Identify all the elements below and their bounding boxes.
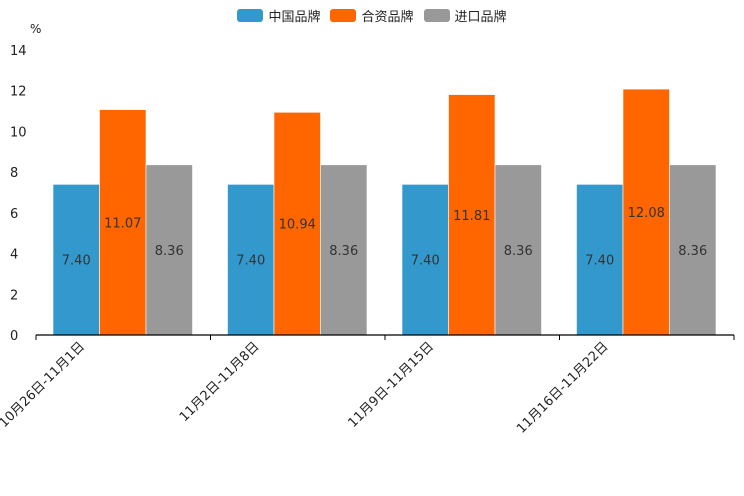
bar[interactable]	[273, 111, 321, 336]
bar[interactable]	[145, 164, 193, 336]
bar-value-label: 8.36	[504, 244, 533, 259]
x-tick-label: 11月2日-11月8日	[177, 339, 263, 425]
legend-label-import-brand: 进口品牌	[454, 10, 507, 25]
y-tick-label: 8	[10, 166, 18, 181]
bar-value-label: 7.40	[585, 254, 614, 269]
bar-value-label: 11.81	[453, 209, 490, 224]
bar[interactable]	[99, 109, 147, 336]
x-tick-label: 11月9日-11月15日	[345, 339, 437, 431]
bar[interactable]	[622, 88, 670, 336]
y-tick-label: 10	[10, 125, 27, 140]
bar-value-label: 12.08	[628, 206, 665, 221]
bar[interactable]	[669, 164, 717, 336]
y-tick-label: 2	[10, 288, 18, 303]
legend-item-china-brand[interactable]: 中国品牌	[237, 6, 320, 25]
legend-swatch-joint-venture-brand	[330, 9, 357, 22]
legend-item-import-brand[interactable]: 进口品牌	[423, 6, 507, 25]
legend-label-china-brand: 中国品牌	[268, 10, 321, 25]
chart-legend: 中国品牌 合资品牌 进口品牌	[0, 6, 744, 25]
legend-item-joint-venture-brand[interactable]: 合资品牌	[330, 6, 414, 25]
bar[interactable]	[576, 184, 624, 336]
y-tick-label: 14	[10, 44, 27, 59]
legend-swatch-import-brand	[423, 9, 450, 22]
bar-value-label: 7.40	[411, 254, 440, 269]
bar-value-label: 11.07	[104, 216, 141, 231]
bar-value-label: 10.94	[279, 218, 316, 233]
bar[interactable]	[401, 184, 449, 336]
legend-swatch-china-brand	[237, 9, 264, 22]
y-tick-label: 6	[10, 207, 18, 222]
bar-value-label: 7.40	[62, 254, 91, 269]
y-tick-label: 4	[10, 248, 18, 263]
bar[interactable]	[494, 164, 542, 336]
bar[interactable]	[320, 164, 368, 336]
bar[interactable]	[227, 184, 275, 336]
y-tick-label: 12	[10, 85, 27, 100]
x-tick-label: 11月16日-11月22日	[514, 339, 611, 436]
bar-value-label: 7.40	[236, 254, 265, 269]
x-tick-label: 10月26日-11月1日	[0, 339, 88, 431]
bar-value-label: 8.36	[155, 244, 184, 259]
y-axis-unit-label: %	[30, 22, 42, 36]
bar-value-label: 8.36	[329, 244, 358, 259]
bar-value-label: 8.36	[678, 244, 707, 259]
y-tick-label: 0	[10, 329, 18, 344]
legend-label-joint-venture-brand: 合资品牌	[361, 10, 414, 25]
